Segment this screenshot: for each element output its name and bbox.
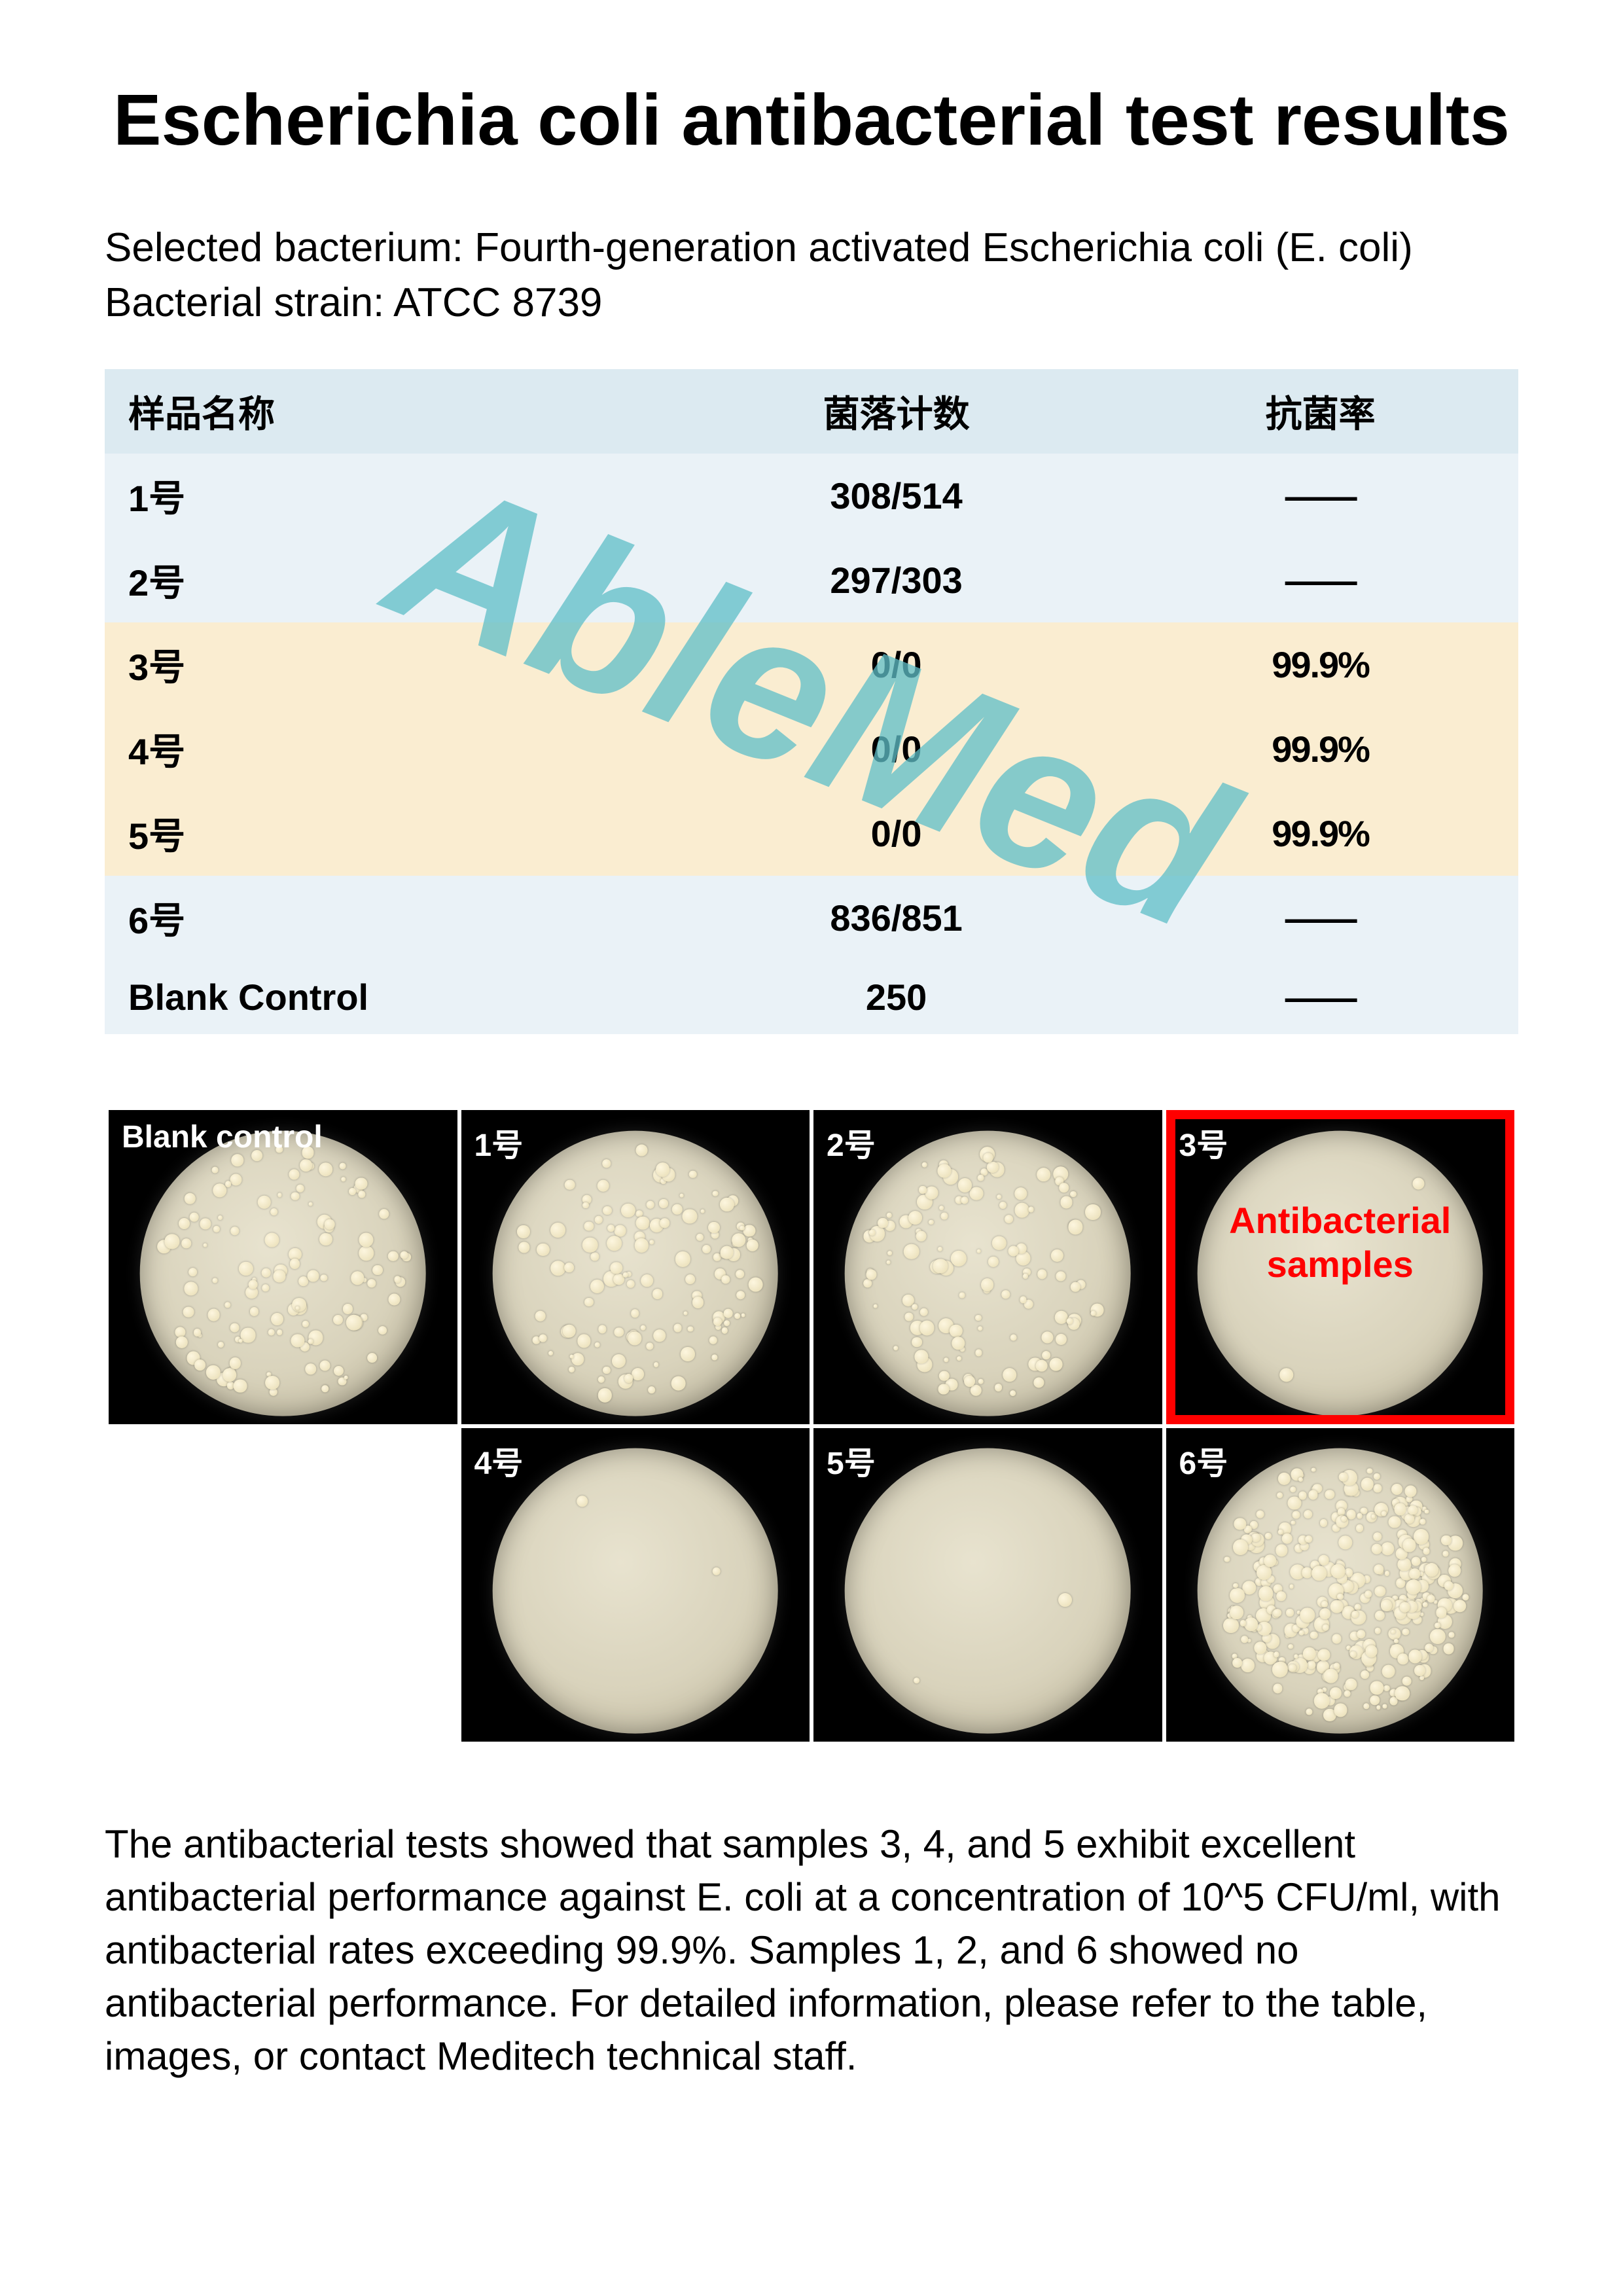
plate-row-2: 4号 5号 6号	[107, 1426, 1516, 1744]
cell-colony-count: 297/303	[670, 538, 1122, 622]
plate-label: Blank control	[122, 1119, 323, 1155]
cell-sample-name: 2号	[105, 538, 670, 622]
petri-dish	[492, 1448, 778, 1734]
petri-dish	[845, 1130, 1131, 1416]
plate-cell: 1号	[459, 1108, 812, 1426]
table-row: 4号0/099.9%	[105, 707, 1518, 791]
cell-colony-count: 250	[670, 960, 1122, 1034]
page: Escherichia coli antibacterial test resu…	[0, 0, 1623, 2296]
col-sample-name: 样品名称	[105, 369, 670, 454]
plate-cell: 3号Antibacterialsamples	[1164, 1108, 1517, 1426]
cell-rate: ——	[1122, 960, 1518, 1034]
petri-dish	[140, 1130, 426, 1416]
cell-rate: 99.9%	[1122, 622, 1518, 707]
table-row: Blank Control250——	[105, 960, 1518, 1034]
cell-colony-count: 308/514	[670, 454, 1122, 538]
plate-row-1: Blank control 1号 2号 3号Antibacterialsamples	[107, 1108, 1516, 1426]
plate-label: 5号	[827, 1437, 876, 1483]
cell-colony-count: 836/851	[670, 876, 1122, 960]
cell-sample-name: 4号	[105, 707, 670, 791]
col-antibacterial-rate: 抗菌率	[1122, 369, 1518, 454]
subtitle-line-1: Selected bacterium: Fourth-generation ac…	[105, 221, 1518, 276]
col-colony-count: 菌落计数	[670, 369, 1122, 454]
cell-sample-name: 3号	[105, 622, 670, 707]
petri-dish	[492, 1130, 778, 1416]
petri-dish	[845, 1448, 1131, 1734]
table-row: 6号836/851——	[105, 876, 1518, 960]
conclusion-text: The antibacterial tests showed that samp…	[105, 1818, 1518, 2083]
plate-cell: 2号	[812, 1108, 1164, 1426]
plate-cell: 4号	[459, 1426, 812, 1744]
plate-label: 3号	[1179, 1119, 1228, 1165]
subtitle-block: Selected bacterium: Fourth-generation ac…	[105, 221, 1518, 330]
cell-rate: ——	[1122, 454, 1518, 538]
table-section: 样品名称 菌落计数 抗菌率 1号308/514——2号297/303——3号0/…	[105, 369, 1518, 1034]
cell-rate: ——	[1122, 876, 1518, 960]
table-row: 2号297/303——	[105, 538, 1518, 622]
cell-sample-name: Blank Control	[105, 960, 670, 1034]
annotation-text: Antibacterialsamples	[1229, 1198, 1451, 1285]
results-table: 样品名称 菌落计数 抗菌率 1号308/514——2号297/303——3号0/…	[105, 369, 1518, 1034]
plate-label: 2号	[827, 1119, 876, 1165]
plate-label: 1号	[474, 1119, 524, 1165]
cell-rate: 99.9%	[1122, 707, 1518, 791]
plate-cell: Blank control	[107, 1108, 459, 1426]
plate-cell: 6号	[1164, 1426, 1517, 1744]
table-row: 1号308/514——	[105, 454, 1518, 538]
cell-colony-count: 0/0	[670, 791, 1122, 876]
table-header-row: 样品名称 菌落计数 抗菌率	[105, 369, 1518, 454]
plate-label: 4号	[474, 1437, 524, 1483]
plate-cell: 5号	[812, 1426, 1164, 1744]
cell-rate: 99.9%	[1122, 791, 1518, 876]
page-title: Escherichia coli antibacterial test resu…	[105, 79, 1518, 162]
cell-colony-count: 0/0	[670, 622, 1122, 707]
petri-dish	[1197, 1448, 1483, 1734]
subtitle-line-2: Bacterial strain: ATCC 8739	[105, 276, 1518, 331]
cell-colony-count: 0/0	[670, 707, 1122, 791]
plate-cell	[107, 1426, 459, 1744]
cell-rate: ——	[1122, 538, 1518, 622]
table-row: 3号0/099.9%	[105, 622, 1518, 707]
cell-sample-name: 6号	[105, 876, 670, 960]
table-row: 5号0/099.9%	[105, 791, 1518, 876]
cell-sample-name: 1号	[105, 454, 670, 538]
petri-dish-grid: Blank control1号2号3号Antibacterialsamples …	[105, 1106, 1518, 1746]
cell-sample-name: 5号	[105, 791, 670, 876]
plate-label: 6号	[1179, 1437, 1228, 1483]
